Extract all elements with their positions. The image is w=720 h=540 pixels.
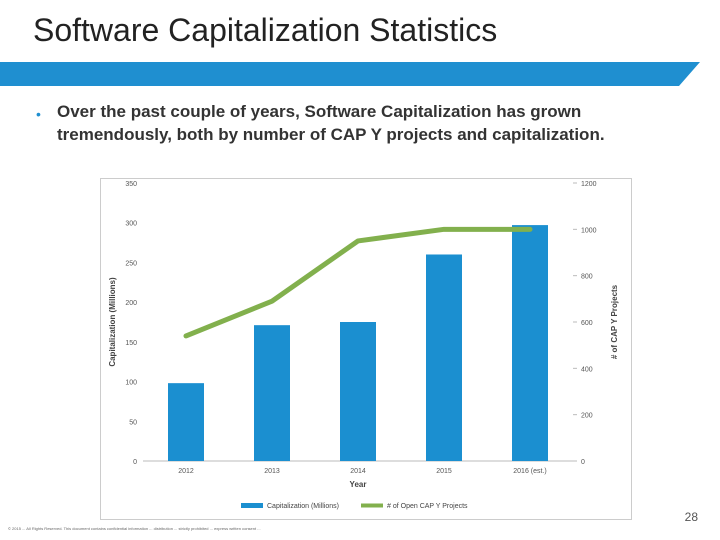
projects-line [183,226,533,339]
y-axis-title: Capitalization (Millions) [108,277,117,367]
y-tick-label: 0 [133,459,137,466]
y2-tick-label: 1200 [581,181,597,188]
y2-tick-label: 200 [581,413,593,420]
y-tick-label: 250 [125,260,137,267]
y-tick-label: 50 [129,419,137,426]
x-tick-label: 2014 [350,468,366,475]
y-tick-label: 200 [125,300,137,307]
bullet-marker: • [36,106,41,122]
title-accent-band [0,62,700,86]
projects-point [184,334,188,338]
combo-chart: 0 50 100 150 200 250 300 350 0 200 400 600 800 1000 12… [108,181,619,510]
x-tick-label: 2015 [436,468,452,475]
bar-2015 [426,254,462,461]
y2-tick-label: 600 [581,320,593,327]
bar-2012 [168,383,204,461]
footer-text: © 2015 ... All Rights Reserved. This doc… [8,526,261,531]
y-tick-label: 150 [125,340,137,347]
bar-2016-est- [512,225,548,461]
x-tick-label: 2016 (est.) [513,468,546,475]
y-tick-label: 350 [125,181,137,188]
bullet-text: Over the past couple of years, Software … [57,102,605,144]
x-axis-title: Year [350,480,367,489]
legend-bar-swatch [241,503,263,508]
x-tick-label: 2013 [264,468,280,475]
y-tick-label: 100 [125,380,137,387]
projects-point [270,299,274,303]
y2-axis-title: # of CAP Y Projects [610,284,619,359]
page-number: 28 [684,510,698,524]
projects-point [528,227,532,231]
legend-line-label: # of Open CAP Y Projects [387,503,468,510]
projects-point [442,227,446,231]
projects-point [356,239,360,243]
y-tick-label: 300 [125,221,137,228]
bar-2013 [254,325,290,461]
bar-2014 [340,322,376,461]
y2-tick-label: 400 [581,366,593,373]
chart-container: 0 50 100 150 200 250 300 350 0 200 400 600 800 1000 12… [100,178,632,520]
page-title: Software Capitalization Statistics [33,12,498,48]
x-tick-label: 2012 [178,468,194,475]
y2-tick-label: 800 [581,274,593,281]
legend-bar-label: Capitalization (Millions) [267,503,339,510]
y2-tick-label: 1000 [581,227,597,234]
y2-tick-label: 0 [581,459,585,466]
